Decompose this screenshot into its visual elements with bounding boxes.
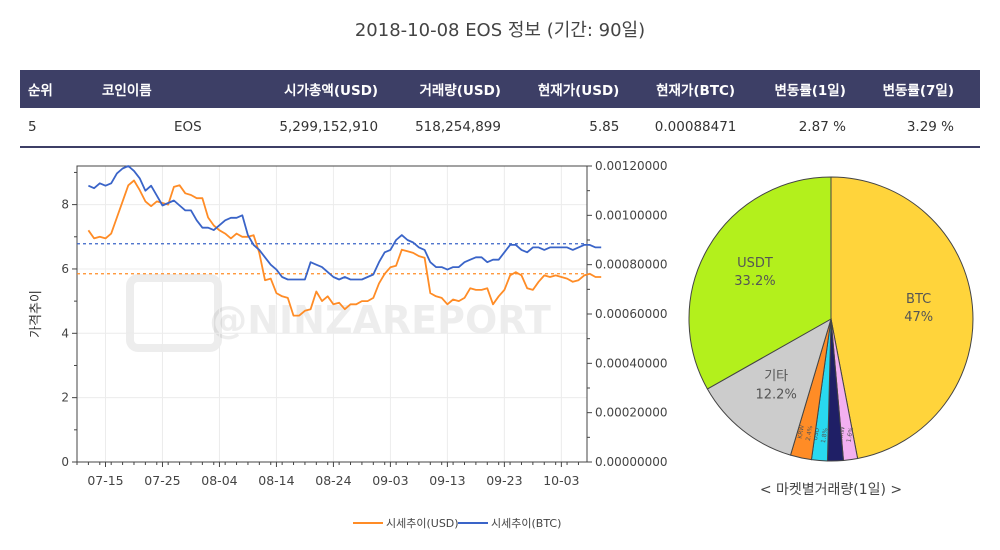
usd-price-line [87, 179, 602, 317]
y-right-tick-label: 0.00080000 [595, 258, 668, 272]
pie-slice-기타 [706, 317, 832, 456]
btc-price-line [88, 165, 602, 281]
col-header-change-7d: 변동률(7일) [882, 83, 954, 99]
cell-price-btc: 0.00088471 [654, 119, 737, 135]
pie-caption: < 마켓별거래량(1일) > [760, 482, 902, 498]
cell-change-1d: 2.87 % [798, 119, 846, 135]
coin-info-table: 순위 코인이름 시가총액(USD) 거래량(USD) 현재가(USD) 현재가(… [20, 70, 980, 148]
x-tick-label: 09-23 [486, 473, 522, 488]
pie-label-pink: KRW1.6% [837, 425, 855, 443]
page-title: 2018-10-08 EOS 정보 (기간: 90일) [354, 20, 646, 41]
x-tick-label: 07-15 [87, 473, 123, 488]
cell-marketcap: 5,299,152,910 [279, 119, 379, 135]
col-header-change-1d: 변동률(1일) [774, 83, 846, 99]
watermark-text: @NINZAREPORT [209, 298, 551, 342]
col-header-name: 코인이름 [102, 83, 152, 99]
cell-change-7d: 3.29 % [906, 119, 954, 135]
y-right-tick-label: 0.00120000 [595, 159, 668, 173]
legend-btc-label: 시세추이(BTC) [491, 517, 561, 530]
x-tick-label: 09-03 [372, 473, 408, 488]
cell-name: EOS [174, 119, 202, 135]
table-row: 5 EOS 5,299,152,910 518,254,899 5.85 0.0… [20, 108, 980, 147]
cell-price-usd: 5.85 [589, 119, 620, 135]
x-tick-label: 10-03 [543, 473, 579, 488]
legend-usd-label: 시세추이(USD) [386, 517, 459, 530]
y-right-tick-label: 0.00100000 [595, 208, 668, 222]
pie-slice-usdt [688, 176, 832, 390]
y-left-tick-label: 6 [61, 262, 69, 276]
table-header-row: 순위 코인이름 시가총액(USD) 거래량(USD) 현재가(USD) 현재가(… [20, 70, 980, 108]
x-tick-label: 09-13 [429, 473, 465, 488]
watermark-logo [126, 274, 222, 352]
y-right-tick-label: 0.00000000 [595, 455, 668, 469]
pie-label-usdt: USDT 33.2% [734, 256, 775, 289]
col-header-volume: 거래량(USD) [419, 83, 501, 99]
x-tick-label: 08-14 [258, 473, 294, 488]
y-left-tick-label: 0 [61, 455, 69, 469]
y-right-tick-label: 0.00040000 [595, 356, 668, 370]
cell-rank: 5 [28, 119, 37, 135]
cell-volume: 518,254,899 [415, 119, 501, 135]
y-right-tick-label: 0.00020000 [595, 406, 668, 420]
x-tick-label: 07-25 [144, 473, 180, 488]
pie-slice-btc [830, 176, 974, 460]
x-tick-label: 08-24 [315, 473, 351, 488]
col-header-rank: 순위 [28, 83, 53, 99]
y-axis-title: 가격추이 [29, 290, 44, 338]
y-left-tick-label: 8 [61, 198, 69, 212]
pie-label-btc: BTC 47% [904, 292, 933, 325]
pie-label-krw: KRW2.4% [797, 424, 815, 442]
x-tick-label: 08-04 [201, 473, 237, 488]
y-right-tick-label: 0.00060000 [595, 307, 668, 321]
pie-label-기타: 기타 12.2% [756, 369, 797, 402]
col-header-price-usd: 현재가(USD) [537, 83, 620, 99]
col-header-marketcap: 시가총액(USD) [284, 83, 379, 99]
y-left-tick-label: 2 [61, 391, 69, 405]
pie-label-usd: USD1.8% [812, 426, 830, 444]
y-left-tick-label: 4 [61, 326, 69, 340]
col-header-price-btc: 현재가(BTC) [656, 83, 736, 99]
